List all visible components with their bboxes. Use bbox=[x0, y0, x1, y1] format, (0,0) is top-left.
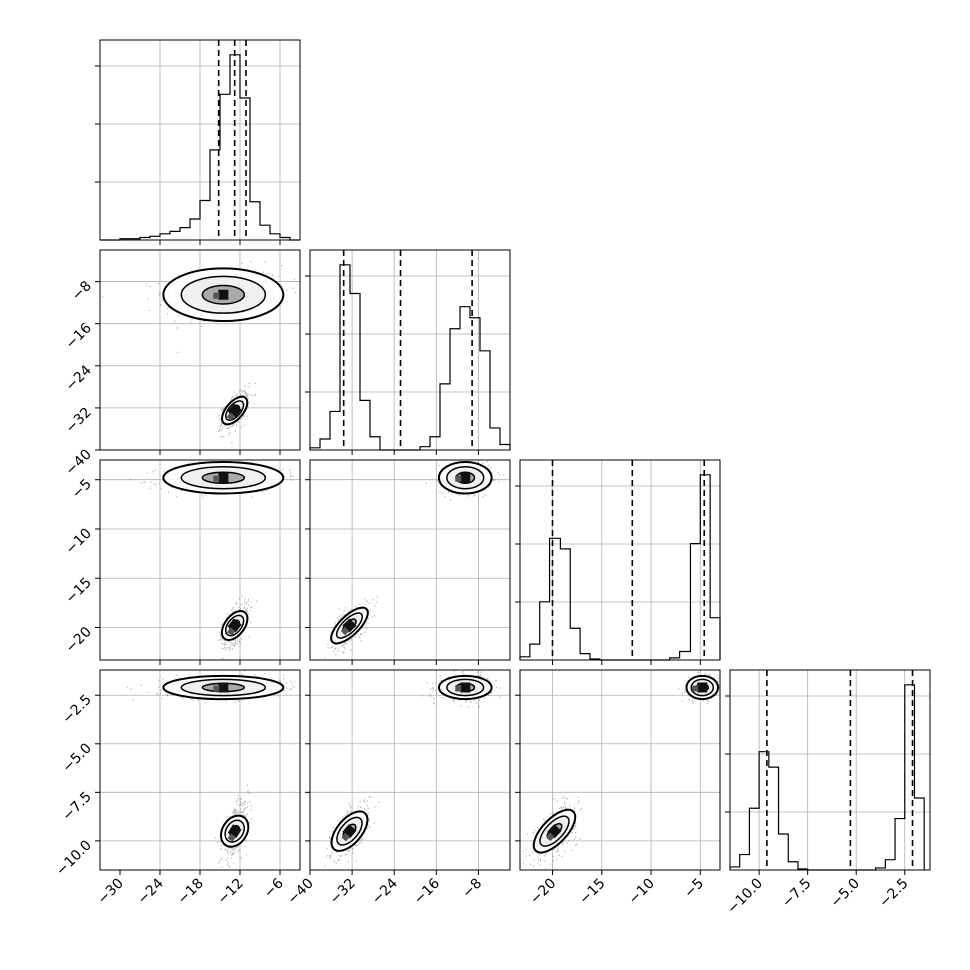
density-core bbox=[460, 472, 471, 483]
y-tick-label: −5.0 bbox=[59, 740, 94, 775]
density-core bbox=[227, 833, 236, 842]
x-tick-label: −12 bbox=[215, 876, 247, 908]
x-tick-label: −15 bbox=[576, 876, 608, 908]
panel-frame bbox=[519, 669, 721, 871]
density-core bbox=[455, 475, 462, 482]
density-core bbox=[692, 685, 699, 692]
contours-p1-p4 bbox=[162, 674, 285, 848]
y-tick-label: −8 bbox=[69, 278, 95, 304]
x-tick-label: −18 bbox=[175, 876, 207, 908]
contours-p2-p4 bbox=[330, 674, 493, 852]
density-core bbox=[213, 475, 220, 482]
density-core bbox=[455, 685, 462, 692]
histogram-p1 bbox=[100, 54, 300, 241]
grid-layer bbox=[100, 40, 930, 870]
contour-layer bbox=[162, 267, 720, 854]
density-core bbox=[218, 682, 229, 693]
density-core bbox=[546, 832, 555, 842]
y-tick-label: −24 bbox=[63, 362, 95, 394]
y-tick-label: −32 bbox=[63, 404, 95, 436]
x-tick-label: −32 bbox=[327, 876, 359, 908]
y-tick-label: −10 bbox=[63, 525, 95, 557]
density-core bbox=[218, 289, 229, 300]
x-tick-label: −5.0 bbox=[828, 876, 863, 911]
x-tick-label: −7.5 bbox=[779, 876, 814, 911]
density-core bbox=[460, 682, 471, 693]
density-core bbox=[213, 292, 220, 299]
x-tick-label: −5 bbox=[681, 876, 707, 902]
density-core bbox=[218, 472, 229, 483]
x-tick-label: −16 bbox=[411, 875, 443, 907]
y-tick-label: −10.0 bbox=[53, 837, 95, 879]
x-tick-label: −40 bbox=[285, 876, 317, 908]
histogram-p2 bbox=[309, 264, 511, 451]
y-tick-label: −2.5 bbox=[59, 692, 94, 727]
density-core bbox=[226, 412, 236, 421]
panel-frame bbox=[309, 459, 511, 661]
density-core bbox=[697, 682, 708, 693]
x-tick-label: −8 bbox=[459, 876, 485, 902]
y-tick-label: −20 bbox=[63, 624, 95, 656]
axes-frames bbox=[99, 39, 931, 871]
panel-frame bbox=[729, 669, 931, 871]
y-tick-label: −5 bbox=[69, 476, 95, 502]
panel-frame bbox=[309, 249, 511, 451]
x-tick-label: −24 bbox=[369, 875, 401, 907]
density-core bbox=[340, 626, 350, 636]
density-core bbox=[213, 685, 220, 692]
x-tick-label: −20 bbox=[527, 876, 559, 908]
y-tick-label: −16 bbox=[63, 320, 95, 352]
y-tick-label: −7.5 bbox=[59, 789, 94, 824]
x-tick-label: −6 bbox=[261, 875, 287, 901]
density-core bbox=[227, 627, 236, 636]
x-tick-label: −30 bbox=[95, 876, 127, 908]
panel-frame bbox=[309, 669, 511, 871]
histogram-layer bbox=[100, 40, 925, 871]
x-tick-label: −24 bbox=[135, 875, 167, 907]
x-tick-label: −10.0 bbox=[724, 876, 766, 918]
scatter-layer bbox=[102, 260, 720, 870]
contours-p1-p2 bbox=[162, 267, 285, 426]
x-tick-label: −10 bbox=[626, 876, 658, 908]
density-core bbox=[341, 832, 350, 842]
contours-p1-p3 bbox=[162, 460, 285, 642]
x-tick-label: −2.5 bbox=[876, 876, 911, 911]
panel-frame bbox=[519, 459, 721, 661]
histogram-p3 bbox=[519, 474, 721, 661]
contours-p2-p3 bbox=[330, 460, 493, 645]
y-tick-label: −15 bbox=[63, 575, 95, 607]
contours-p3-p4 bbox=[532, 674, 720, 854]
y-tick-label: −40 bbox=[63, 447, 95, 479]
